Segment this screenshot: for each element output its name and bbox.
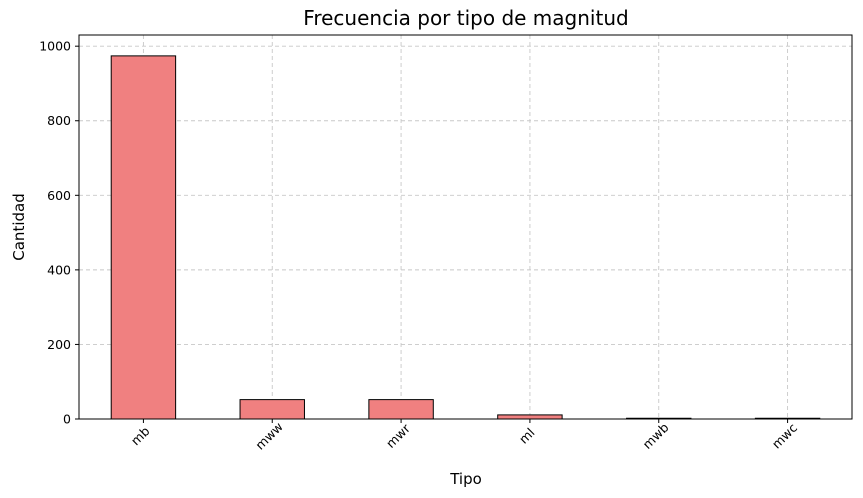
- y-tick-label: 0: [63, 412, 71, 427]
- bar-ml: [497, 414, 563, 420]
- bar-mww: [239, 399, 305, 420]
- y-tick-label: 600: [47, 188, 71, 203]
- y-tick-label: 400: [47, 262, 71, 277]
- bar-mwr: [368, 399, 434, 420]
- y-tick-label: 800: [47, 113, 71, 128]
- x-tick-label: mwr: [383, 420, 414, 451]
- y-tick-label: 200: [47, 337, 71, 352]
- chart-title: Frecuencia por tipo de magnitud: [303, 6, 628, 30]
- x-tick-label: mwc: [769, 420, 800, 451]
- y-tick-label: 1000: [39, 39, 71, 54]
- bars: [110, 55, 821, 420]
- x-tick-label: mb: [128, 423, 153, 448]
- x-tick-label: mwb: [640, 420, 672, 452]
- x-tick-label: mww: [252, 419, 286, 453]
- x-tick-label: ml: [516, 425, 538, 447]
- y-axis-label: Cantidad: [10, 193, 28, 260]
- bar-mb: [110, 55, 177, 420]
- x-axis-label: Tipo: [449, 470, 482, 488]
- grid-lines: [79, 35, 852, 420]
- plot-frame: [78, 34, 853, 420]
